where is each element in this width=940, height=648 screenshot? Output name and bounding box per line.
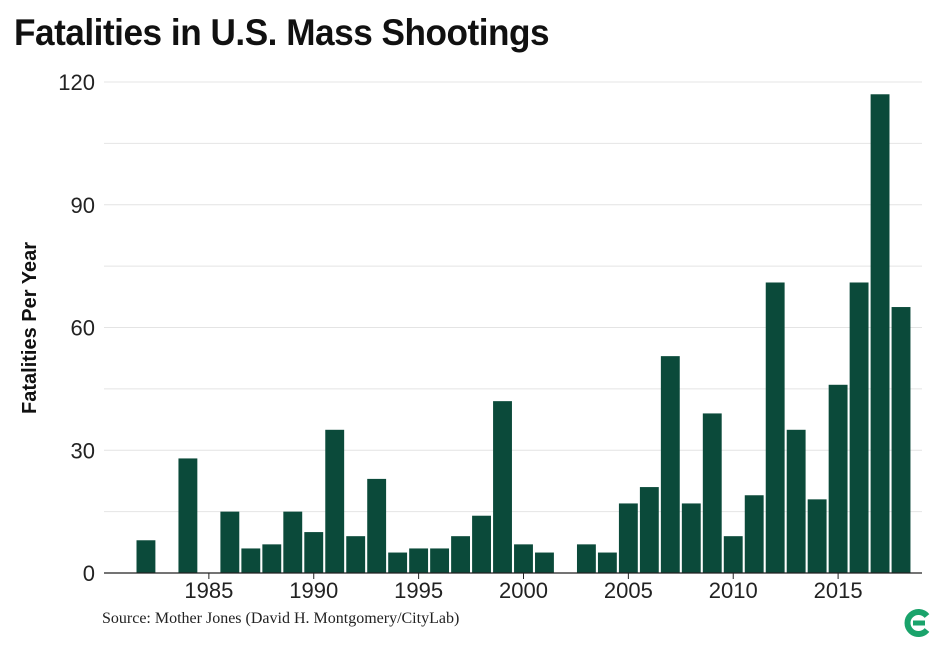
bar-2016 (849, 282, 869, 573)
y-tick-label: 0 (83, 561, 95, 586)
bar-2003 (576, 544, 596, 573)
y-tick-label: 30 (71, 438, 95, 463)
bar-1990 (304, 532, 324, 573)
x-tick-label: 2005 (604, 578, 653, 603)
y-axis-label: Fatalities Per Year (19, 242, 41, 414)
bar-1982 (136, 540, 156, 573)
bar-2011 (744, 495, 764, 573)
x-tick-label: 2000 (499, 578, 548, 603)
bar-2004 (597, 552, 617, 573)
bar-1989 (283, 511, 303, 573)
x-tick-label: 2010 (709, 578, 758, 603)
y-tick-label: 90 (71, 193, 95, 218)
bar-2018 (891, 307, 911, 573)
bar-1993 (367, 478, 387, 573)
bar-1986 (220, 511, 240, 573)
bar-2010 (723, 536, 743, 573)
axes: 0 30 60 90 120 1985 1990 1995 2000 2005 2010 2015 (58, 70, 922, 603)
bar-1991 (325, 429, 345, 573)
y-tick-label: 120 (58, 70, 95, 95)
bar-1988 (262, 544, 282, 573)
bar-1997 (451, 536, 471, 573)
bar-2009 (702, 413, 722, 573)
bar-2013 (786, 429, 806, 573)
x-tick-label: 2015 (814, 578, 863, 603)
bar-1992 (346, 536, 366, 573)
gridlines (104, 81, 922, 513)
source-note: Source: Mother Jones (David H. Montgomer… (102, 610, 460, 627)
bar-2001 (535, 552, 554, 573)
citylab-logo-icon (904, 609, 930, 637)
x-tick-label: 1995 (394, 578, 443, 603)
bar-1998 (472, 515, 491, 573)
bar-1994 (388, 552, 408, 573)
bar-2000 (514, 544, 533, 573)
bar-1984 (178, 458, 198, 573)
bars (136, 94, 911, 574)
bar-2012 (765, 282, 785, 573)
x-tick-label: 1985 (184, 578, 233, 603)
bar-2014 (807, 499, 827, 573)
bar-1995 (409, 548, 429, 573)
bar-2008 (681, 503, 701, 573)
bar-2006 (639, 487, 659, 573)
bar-2015 (828, 384, 848, 573)
y-tick-label: 60 (71, 316, 95, 341)
x-tick-label: 1990 (289, 578, 338, 603)
bar-2007 (660, 356, 680, 573)
bar-1996 (430, 548, 450, 573)
bar-2005 (618, 503, 638, 573)
bar-1987 (241, 548, 261, 573)
bar-1999 (493, 401, 512, 573)
bar-2017 (870, 94, 890, 574)
chart-title: Fatalities in U.S. Mass Shootings (14, 12, 550, 53)
